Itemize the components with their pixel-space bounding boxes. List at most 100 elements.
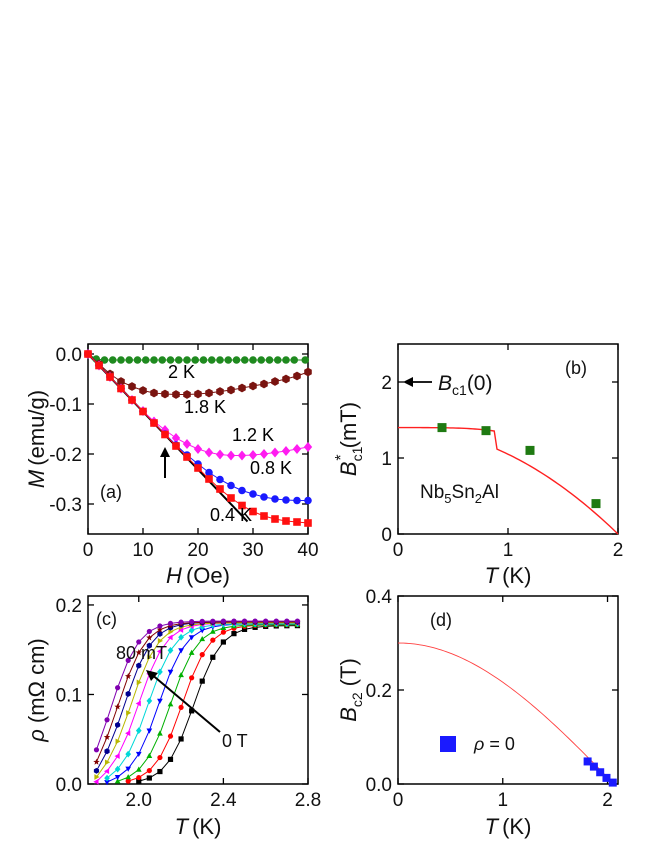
rho-point-5 — [135, 700, 141, 707]
data-point-a-3 — [293, 496, 301, 505]
rho-point-4 — [188, 626, 195, 634]
data-point-a-3 — [260, 493, 268, 501]
bc2-fit-curve — [397, 642, 615, 785]
onset-arrowhead — [160, 447, 170, 457]
series-label-1.2K: 1.2 K — [232, 425, 274, 445]
data-point-a-0 — [199, 356, 208, 364]
data-point-a-4 — [150, 419, 158, 427]
rho-point-7 — [93, 767, 100, 774]
data-point-a-0 — [125, 356, 134, 364]
rho-point-0 — [210, 654, 216, 660]
x-tick-label: 1 — [503, 540, 514, 561]
data-point-a-4 — [106, 373, 114, 381]
series-line-a-3 — [87, 353, 308, 501]
rho-point-8 — [124, 672, 132, 679]
rho-point-6 — [115, 738, 121, 745]
y-tick-label: 1 — [381, 449, 392, 470]
series-label-0.4K: 0.4 K — [210, 505, 252, 525]
rho-curve-0 — [138, 625, 298, 782]
data-point-a-1 — [249, 381, 257, 391]
rho-point-8 — [135, 649, 142, 656]
data-point-a-2 — [171, 433, 181, 443]
rho-point-9 — [146, 628, 152, 635]
data-point-a-3 — [271, 495, 279, 503]
rho-point-2 — [188, 649, 195, 655]
x-tick-label: 10 — [132, 540, 153, 561]
data-point-a-1 — [260, 379, 268, 389]
rho-point-4 — [146, 697, 153, 705]
panel-a: 0 10 20 30 40 0.0 -0.1 -0.2 -0.3 (a) 2 K 1.8 K 1… — [24, 343, 319, 588]
data-point-a-2 — [281, 446, 291, 456]
data-point-a-4 — [183, 453, 191, 461]
rho-point-1 — [199, 652, 205, 658]
x-tick-label: 0 — [393, 540, 404, 561]
rho-point-8 — [114, 703, 121, 710]
panel-label-c: (c) — [96, 609, 117, 629]
rho-point-1 — [220, 629, 226, 635]
svg-text:ρ(mΩ cm): ρ(mΩ cm) — [24, 638, 49, 742]
data-point-a-3 — [249, 490, 257, 498]
data-point-a-4 — [161, 430, 169, 439]
x-axis-label-a: H (Oe) — [166, 563, 230, 588]
legend-marker-square — [440, 736, 456, 752]
rho-point-5 — [114, 753, 120, 760]
data-point-a-2 — [292, 444, 302, 454]
data-point-a-0 — [216, 356, 224, 364]
plot-frame-a — [87, 343, 309, 535]
bc2-data-point — [608, 778, 617, 787]
rho-point-9 — [115, 685, 121, 691]
data-point-a-4 — [216, 485, 224, 493]
data-point-a-0 — [174, 356, 183, 364]
y-axis-label-c: ρ(mΩ cm) — [24, 638, 49, 742]
rho-point-6 — [168, 628, 174, 635]
bc2-data-point — [602, 773, 611, 782]
rho-point-6 — [157, 637, 164, 644]
data-point-a-2 — [182, 439, 192, 449]
rho-point-9 — [199, 618, 205, 624]
y-tick-label: 0.0 — [366, 775, 392, 796]
rho-point-2 — [199, 635, 206, 642]
bc1-data-point — [437, 423, 447, 433]
x-axis-label-b: T (K) — [485, 563, 532, 588]
bc1-zero-arrowhead — [403, 377, 413, 387]
data-point-a-2 — [204, 447, 214, 458]
y-axis-label-b: Bc1*(mT) — [333, 402, 365, 476]
data-point-a-0 — [158, 356, 167, 364]
rho-point-0 — [231, 631, 237, 637]
data-point-a-0 — [273, 356, 282, 364]
rho-point-0 — [167, 756, 174, 762]
rho-point-9 — [178, 619, 184, 625]
rho-point-8 — [93, 758, 100, 765]
rho-point-2 — [125, 774, 132, 780]
rho-point-3 — [114, 774, 121, 781]
series-label-2K: 2 K — [168, 362, 195, 382]
bc1-data-point — [591, 499, 601, 509]
rho-point-9 — [157, 623, 163, 629]
x-tick-label: 2.8 — [295, 790, 321, 811]
data-point-a-3 — [238, 486, 246, 495]
y-tick-label: 0.2 — [366, 681, 392, 702]
rho-point-5 — [93, 778, 99, 785]
y-tick-label: 0 — [381, 525, 392, 546]
plot-frame-c — [87, 595, 309, 785]
rho-point-3 — [157, 698, 163, 704]
bc1-zero-annotation: Bc1(0) — [403, 372, 492, 398]
rho-point-5 — [177, 627, 184, 633]
data-point-a-0 — [301, 356, 310, 364]
field-arrow — [149, 672, 221, 733]
data-point-a-1 — [205, 388, 213, 398]
rho-point-3 — [125, 766, 132, 772]
x-axis-label-d: T (K) — [485, 814, 532, 839]
rho-point-3 — [167, 669, 174, 675]
panel-label-b: (b) — [565, 358, 587, 378]
rho-point-4 — [157, 668, 163, 676]
rho-point-3 — [104, 780, 110, 786]
svg-text:Bc2(T): Bc2(T) — [336, 658, 365, 722]
data-point-a-4 — [139, 407, 147, 416]
legend-label-d: ρ = 0 — [473, 734, 515, 754]
rho-point-7 — [146, 642, 152, 649]
svg-text:M(emu/g): M(emu/g) — [24, 390, 49, 488]
rho-point-0 — [241, 626, 248, 632]
data-point-a-3 — [304, 496, 312, 505]
